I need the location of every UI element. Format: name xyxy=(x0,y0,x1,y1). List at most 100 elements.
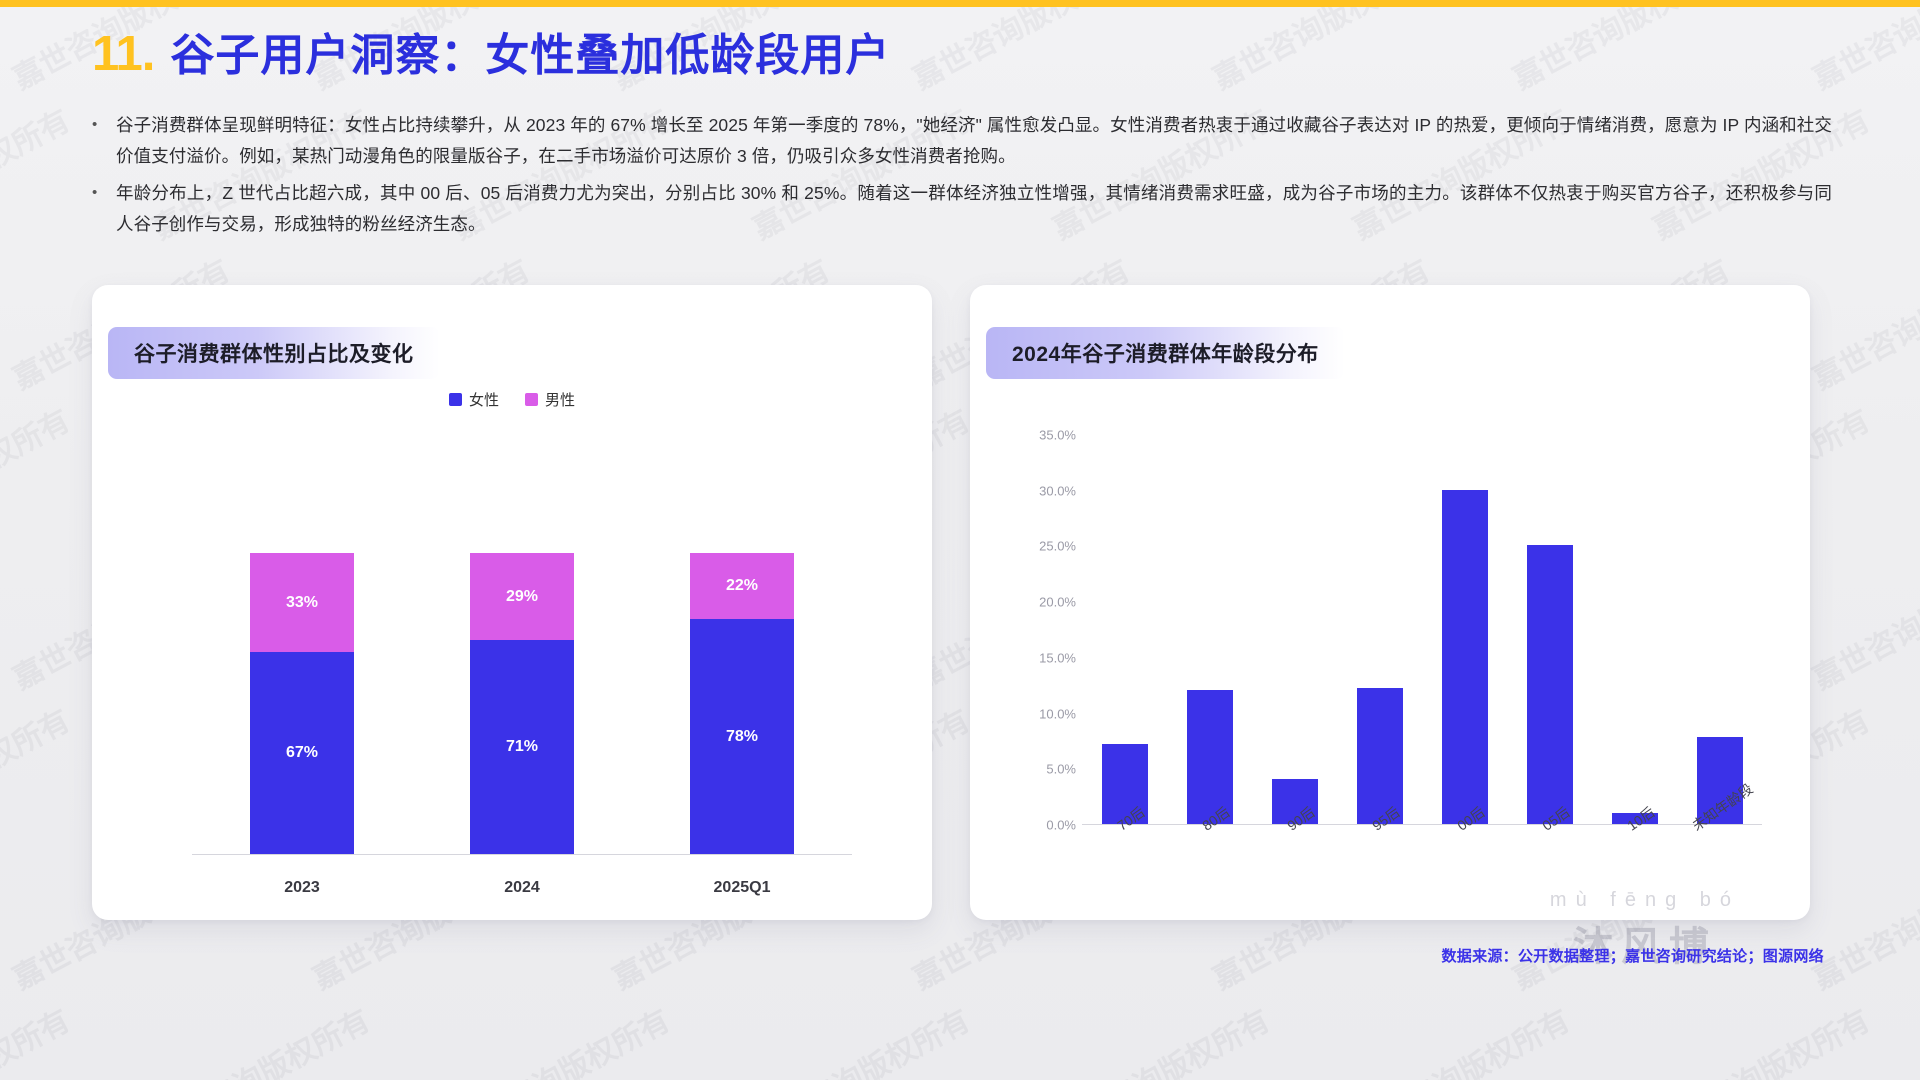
page-title-number: 11. xyxy=(92,27,155,81)
bullet-list: • 谷子消费群体呈现鲜明特征：女性占比持续攀升，从 2023 年的 67% 增长… xyxy=(92,110,1832,246)
gender-chart-legend: 女性 男性 xyxy=(92,389,932,410)
watermark-text: 嘉世咨询版权所有 xyxy=(747,1004,976,1080)
watermark-text: 嘉世咨询版权所有 xyxy=(147,1004,376,1080)
gender-chart-title: 谷子消费群体性别占比及变化 xyxy=(108,327,440,379)
brand-pinyin: mù fēng bó xyxy=(1549,889,1740,911)
x-label-cell: 未知年龄段 xyxy=(1677,780,1762,839)
list-item: • 谷子消费群体呈现鲜明特征：女性占比持续攀升，从 2023 年的 67% 增长… xyxy=(92,110,1832,172)
bar xyxy=(1186,690,1233,824)
stacked-bar: 29% 71% xyxy=(470,553,574,854)
legend-item-女性: 女性 xyxy=(448,389,499,410)
age-chart-plot: 0.0% 5.0% 10.0% 15.0% 20.0% 25.0% 30.0% 35.0% 7… xyxy=(1039,428,1762,834)
gender-bars: 33% 67% 29% 71% 22% 78% xyxy=(192,424,852,854)
age-distribution-card: 2024年谷子消费群体年龄段分布 0.0% 5.0% 10.0% 15.0% 20.0%… xyxy=(970,285,1810,969)
watermark-text: 嘉世咨询版权所有 xyxy=(0,704,76,846)
legend-label: 女性 xyxy=(468,392,499,409)
x-axis-label: 2023 xyxy=(284,879,320,896)
bullet-dot-icon: • xyxy=(92,184,98,201)
y-axis-tick: 20.0% xyxy=(1039,594,1076,610)
bar-cell xyxy=(1592,434,1677,824)
age-x-labels: 70后 80后 90后 95后 00后 05后 10后 未知年龄段 xyxy=(1082,780,1762,839)
gender-chart-plot: 33% 67% 29% 71% 22% 78% 2023 2024 2025Q1 xyxy=(162,424,862,896)
top-accent-bar xyxy=(0,0,1920,7)
legend-swatch-icon xyxy=(448,393,462,406)
age-y-axis-ticks: 0.0% 5.0% 10.0% 15.0% 20.0% 25.0% 30.0% 35.0% xyxy=(1016,428,1076,833)
x-axis-line xyxy=(192,854,852,855)
x-label-cell: 80后 xyxy=(1167,804,1252,839)
stacked-bar: 22% 78% xyxy=(690,553,794,854)
watermark-text: 嘉世咨询版权所有 xyxy=(907,0,1136,96)
bar-cell xyxy=(1337,434,1422,824)
bar-cell xyxy=(1252,434,1337,824)
watermark-text: 嘉世咨询版权所有 xyxy=(1807,254,1920,396)
x-label-cell: 90后 xyxy=(1252,804,1337,839)
bar xyxy=(1101,743,1148,824)
page-title: 11. 谷子用户洞察：女性叠加低龄段用户 xyxy=(92,30,890,79)
y-axis-tick: 35.0% xyxy=(1039,427,1076,443)
brand-mark: mù fēng bó 沐风博 xyxy=(1550,889,1740,972)
bar xyxy=(1441,489,1488,824)
legend-label: 男性 xyxy=(545,392,576,409)
watermark-text: 嘉世咨询版权所有 xyxy=(0,1004,76,1080)
gender-x-labels: 2023 2024 2025Q1 xyxy=(192,879,852,897)
bar xyxy=(1356,688,1403,824)
bar-cell xyxy=(1677,434,1762,824)
bar-segment-female: 67% xyxy=(250,652,354,854)
x-label-cell: 70后 xyxy=(1082,804,1167,839)
y-axis-tick: 15.0% xyxy=(1039,650,1076,666)
legend-swatch-icon xyxy=(525,393,538,406)
bar xyxy=(1696,737,1743,824)
watermark-text: 嘉世咨询版权所有 xyxy=(1807,554,1920,696)
x-label-cell: 10后 xyxy=(1592,804,1677,839)
bullet-text: 年龄分布上，Z 世代占比超六成，其中 00 后、05 后消费力尤为突出，分别占比… xyxy=(116,183,1832,234)
bar-cell xyxy=(1082,434,1167,824)
legend-item-男性: 男性 xyxy=(525,389,575,410)
watermark-text: 嘉世咨询版权所有 xyxy=(0,104,76,246)
list-item: • 年龄分布上，Z 世代占比超六成，其中 00 后、05 后消费力尤为突出，分别… xyxy=(92,178,1832,240)
bar-group: 22% 78% xyxy=(632,424,852,854)
source-note: 数据来源：公开数据整理；嘉世咨询研究结论；图源网络 xyxy=(1441,948,1824,965)
x-axis-line xyxy=(1082,824,1762,825)
watermark-text: 嘉世咨询版权所有 xyxy=(1807,854,1920,996)
age-chart-title: 2024年谷子消费群体年龄段分布 xyxy=(986,327,1345,379)
y-axis-tick: 25.0% xyxy=(1039,538,1076,554)
watermark-text: 嘉世咨询版权所有 xyxy=(1347,1004,1576,1080)
bar-cell xyxy=(1507,434,1592,824)
brand-name: 沐风博 xyxy=(1572,925,1717,969)
watermark-text: 嘉世咨询版权所有 xyxy=(447,1004,676,1080)
y-axis-tick: 10.0% xyxy=(1039,706,1076,722)
y-axis-tick: 0.0% xyxy=(1046,817,1076,833)
watermark-text: 嘉世咨询版权所有 xyxy=(1047,1004,1276,1080)
y-axis-tick: 5.0% xyxy=(1046,761,1076,777)
stacked-bar: 33% 67% xyxy=(250,553,354,854)
watermark-text: 嘉世咨询版权所有 xyxy=(1807,0,1920,96)
x-axis-label: 2025Q1 xyxy=(713,879,771,896)
bar-cell xyxy=(1167,434,1252,824)
x-axis-label: 2024 xyxy=(504,879,540,896)
page-title-text: 谷子用户洞察：女性叠加低龄段用户 xyxy=(170,31,891,80)
bar-segment-female: 78% xyxy=(690,619,794,854)
bar-group: 29% 71% xyxy=(412,424,632,854)
gender-share-card: 谷子消费群体性别占比及变化 女性 男性 33% 67% 29% 71% 22% 78% 20… xyxy=(92,285,932,920)
bar-segment-female: 71% xyxy=(470,640,574,854)
bar-segment-male: 29% xyxy=(470,553,574,641)
x-label-cell: 95后 xyxy=(1337,804,1422,839)
bar-group: 33% 67% xyxy=(192,424,412,854)
x-label-cell: 00后 xyxy=(1422,804,1507,839)
watermark-text: 嘉世咨询版权所有 xyxy=(1507,0,1736,96)
bar-segment-male: 22% xyxy=(690,553,794,620)
age-bars xyxy=(1082,434,1762,824)
watermark-text: 嘉世咨询版权所有 xyxy=(0,404,76,546)
watermark-text: 嘉世咨询版权所有 xyxy=(1207,0,1436,96)
bullet-text: 谷子消费群体呈现鲜明特征：女性占比持续攀升，从 2023 年的 67% 增长至 … xyxy=(116,115,1832,166)
watermark-text: 嘉世咨询版权所有 xyxy=(1647,1004,1876,1080)
y-axis-tick: 30.0% xyxy=(1039,483,1076,499)
bar xyxy=(1271,779,1318,824)
charts-container: 谷子消费群体性别占比及变化 女性 男性 33% 67% 29% 71% 22% 78% 20… xyxy=(92,285,1810,969)
x-label-cell: 05后 xyxy=(1507,804,1592,839)
bar xyxy=(1611,812,1658,824)
bullet-dot-icon: • xyxy=(92,116,98,133)
bar-cell xyxy=(1422,434,1507,824)
bar-segment-male: 33% xyxy=(250,553,354,653)
